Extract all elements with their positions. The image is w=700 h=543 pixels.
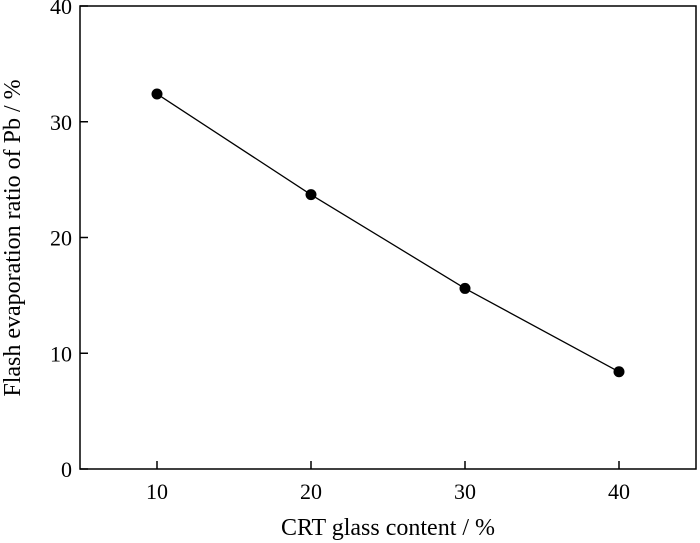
plot-frame bbox=[79, 5, 697, 470]
x-tick-label: 10 bbox=[146, 479, 168, 504]
data-point bbox=[459, 282, 471, 294]
series-layer bbox=[151, 88, 625, 378]
x-tick-label: 20 bbox=[300, 479, 322, 504]
y-tick-label: 0 bbox=[61, 457, 72, 482]
y-tick-label: 40 bbox=[50, 0, 72, 19]
y-axis-label: Flash evaporation ratio of Pb / % bbox=[0, 79, 26, 396]
y-axis-ticks: 0 10 20 30 40 bbox=[50, 0, 88, 482]
x-tick-label: 40 bbox=[608, 479, 630, 504]
x-tick-label: 30 bbox=[454, 479, 476, 504]
y-tick-label: 30 bbox=[50, 110, 72, 135]
y-tick-label: 10 bbox=[50, 341, 72, 366]
data-point bbox=[151, 88, 163, 100]
series-line bbox=[156, 93, 620, 373]
data-point bbox=[305, 189, 317, 201]
x-axis-label: CRT glass content / % bbox=[281, 515, 495, 541]
y-tick-label: 20 bbox=[50, 226, 72, 251]
data-point bbox=[613, 366, 625, 378]
x-axis-ticks: 10 20 30 40 bbox=[146, 461, 630, 504]
